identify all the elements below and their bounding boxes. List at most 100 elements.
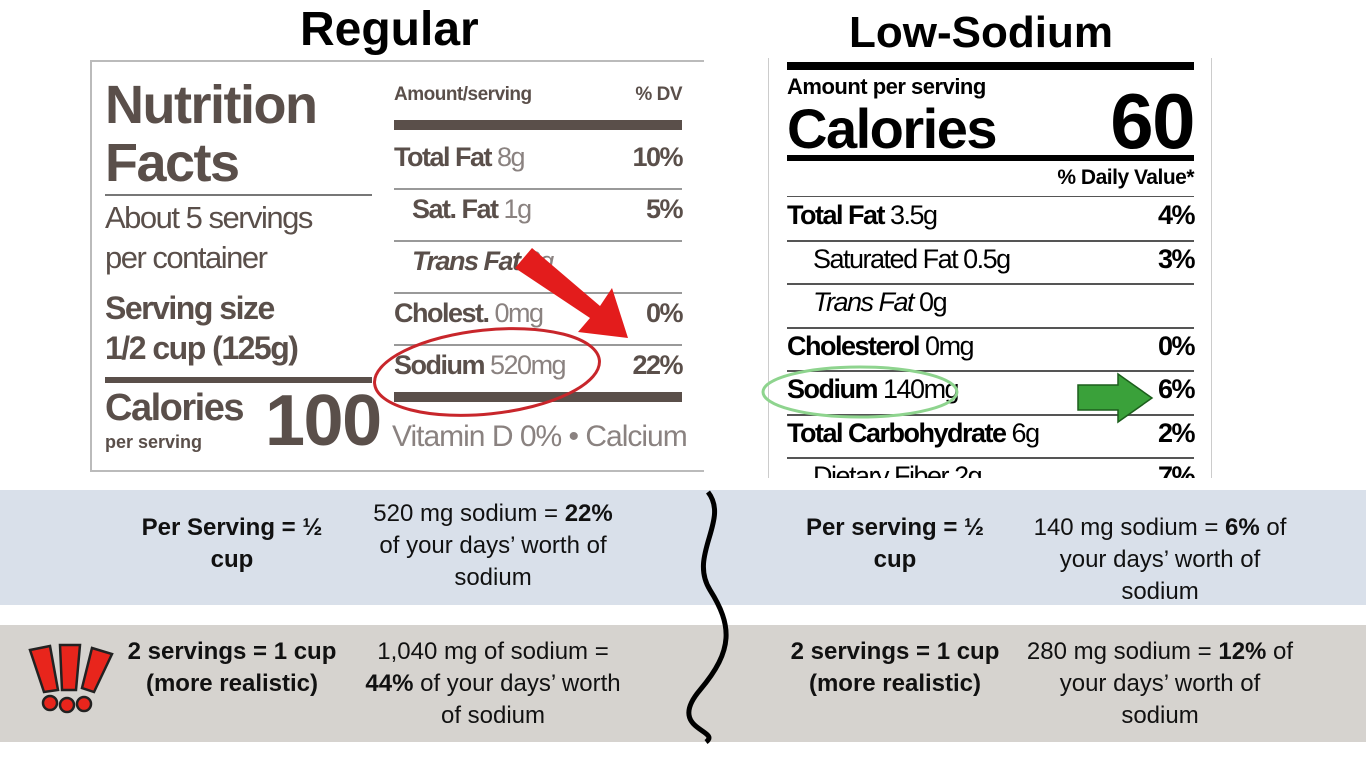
nutrient-row: Total Fat 8g 10% — [394, 142, 683, 182]
rule — [787, 62, 1194, 70]
text: of your days’ worth of sodium — [379, 532, 607, 591]
nutrient-amount: 0g — [919, 287, 948, 317]
nutrient-dv: 7% — [1157, 461, 1196, 478]
nutrient-row: Trans Fat 0g — [813, 287, 1194, 327]
nutrient-dv: 6% — [1157, 374, 1196, 404]
regular-label: Nutrition Facts About 5 servings per con… — [90, 60, 704, 472]
rule — [394, 120, 682, 130]
servings: About 5 servings — [105, 200, 313, 235]
calories: 60 — [1110, 77, 1195, 165]
nutrient-dv: 10% — [632, 142, 683, 172]
row-label: Per serving = ½ cup — [805, 514, 985, 573]
heading: Low-Sodium — [849, 8, 1113, 57]
nutrient-name: Total Carbohydrate — [787, 417, 1007, 448]
rule — [787, 196, 1194, 197]
percent: 12% — [1218, 638, 1267, 665]
nutrient-row: Saturated Fat 0.5g 3% — [813, 243, 1196, 284]
text: 1,040 mg of sodium = — [377, 638, 609, 665]
nutrient-amount: 2g — [954, 461, 983, 478]
serving-amount: 1/2 cup (125g) — [105, 330, 299, 366]
serving-size: Serving size — [105, 290, 275, 326]
label-title: Nutrition — [105, 75, 318, 135]
nutrient-amount: 520mg — [490, 350, 567, 380]
amount-header: Amount/serving — [394, 84, 532, 105]
nutrient-name: Dietary Fiber — [813, 461, 950, 478]
rule — [787, 413, 1194, 416]
nutrient-amount: 0.5g — [963, 243, 1011, 274]
text: 280 mg sodium = — [1026, 638, 1219, 665]
rule — [787, 370, 1194, 372]
text: of your days’ worth of sodium — [1059, 514, 1287, 605]
nutrient-dv: 5% — [645, 194, 684, 224]
text: of your days’ worth of sodium — [413, 670, 621, 729]
nutrient-dv: 3% — [1157, 243, 1196, 274]
row-label: 2 servings = 1 cup (more realistic) — [790, 638, 1000, 697]
text: 520 mg sodium = — [373, 500, 565, 527]
nutrient-amount: 6g — [1011, 417, 1041, 448]
nutrient-amount: 0mg — [494, 298, 545, 328]
band-blue — [0, 490, 1366, 605]
nutrient-row: Total Fat 3.5g 4% — [787, 200, 1196, 240]
calories-label: Calories — [105, 387, 244, 429]
dv-header: % DV — [635, 84, 682, 105]
amount-header: Amount per serving — [787, 74, 986, 99]
row-text: 280 mg sodium = 12% of your days’ worth … — [1020, 636, 1300, 732]
nutrient-name: Total Fat — [394, 142, 493, 172]
nutrient-amount: 3.5g — [890, 200, 938, 230]
nutrient-name: Sodium — [394, 350, 486, 380]
row-text: 520 mg sodium = 22% of your days’ worth … — [360, 498, 626, 594]
footer: Vitamin D 0% • Calcium — [392, 420, 688, 453]
rule — [787, 283, 1194, 285]
rule — [787, 326, 1194, 329]
percent: 6% — [1225, 514, 1260, 541]
rule — [394, 292, 682, 294]
servings: per container — [105, 240, 268, 275]
rule — [787, 155, 1194, 161]
row-text: 1,040 mg of sodium = 44% of your days’ w… — [360, 636, 626, 732]
nutrient-name: Cholesterol — [787, 330, 921, 361]
low-label: Amount per serving Calories 60 % Daily V… — [768, 58, 1212, 478]
calories: 100 — [265, 381, 382, 461]
nutrient-dv: 0% — [1157, 330, 1196, 361]
band-grey — [0, 625, 1366, 742]
nutrient-dv: 2% — [1157, 417, 1196, 448]
nutrient-name: Trans Fat — [813, 287, 915, 317]
label-title: Facts — [105, 133, 240, 193]
nutrient-name: Sat. Fat — [412, 194, 499, 224]
rule — [394, 344, 682, 346]
nutrient-name: Saturated Fat — [813, 243, 959, 274]
nutrient-row: Sat. Fat 1g 5% — [412, 194, 684, 234]
nutrient-name: Sodium — [787, 374, 879, 404]
nutrient-row: Sodium 140mg 6% — [787, 374, 1196, 414]
rule — [105, 377, 372, 383]
rule — [394, 240, 682, 242]
rule — [394, 392, 682, 402]
calories-label: Calories — [787, 97, 998, 160]
nutrient-dv: 0% — [645, 298, 684, 328]
rule — [787, 457, 1194, 459]
nutrient-amount: 0g — [525, 246, 555, 276]
dv-header: % Daily Value* — [1057, 166, 1194, 189]
percent: 44% — [365, 670, 414, 697]
rule — [105, 194, 372, 196]
nutrient-name: Cholest. — [394, 298, 490, 328]
rule — [394, 188, 682, 190]
nutrient-row: Total Carbohydrate 6g 2% — [787, 417, 1196, 458]
row-label: Per Serving = ½ cup — [141, 514, 323, 573]
nutrient-amount: 8g — [497, 142, 526, 172]
nutrient-row: Sodium 520mg 22% — [394, 350, 683, 390]
nutrient-amount: 0mg — [925, 330, 975, 361]
nutrient-dv: 4% — [1157, 200, 1196, 230]
nutrient-row: Cholesterol 0mg 0% — [787, 330, 1196, 371]
nutrient-row: Trans Fat 0g — [412, 246, 682, 286]
rule — [787, 239, 1194, 242]
row-label: 2 servings = 1 cup (more realistic) — [127, 638, 337, 697]
heading: Regular — [300, 3, 479, 56]
per-serving: per serving — [105, 432, 203, 452]
nutrient-row: Dietary Fiber 2g 7% — [813, 461, 1196, 478]
nutrient-name: Trans Fat — [412, 246, 521, 276]
row-text: 140 mg sodium = 6% of your days’ worth o… — [1020, 512, 1300, 608]
nutrient-dv: 22% — [632, 350, 683, 380]
percent: 22% — [564, 500, 613, 527]
nutrient-amount: 140mg — [883, 374, 960, 404]
